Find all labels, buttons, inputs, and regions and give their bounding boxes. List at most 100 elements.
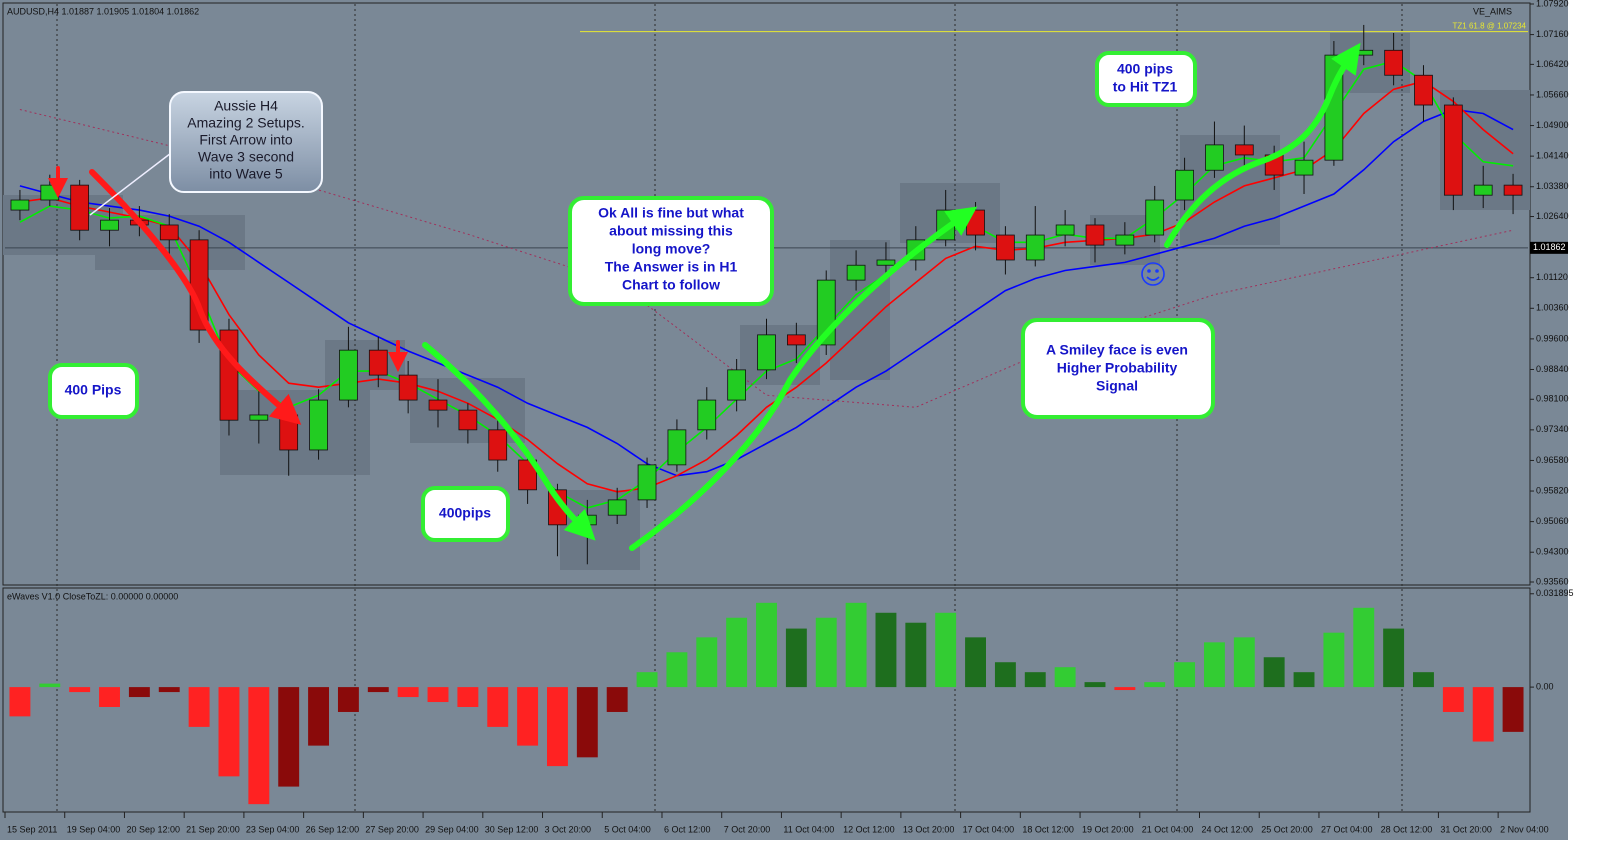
y-tick-label: 1.02640 bbox=[1536, 211, 1569, 221]
y-tick-label: 1.05660 bbox=[1536, 89, 1569, 99]
x-tick-label: 17 Oct 04:00 bbox=[963, 824, 1015, 834]
candle-body bbox=[1384, 49, 1403, 76]
x-tick-label: 19 Oct 20:00 bbox=[1082, 824, 1134, 834]
y-tick-label: 0.95060 bbox=[1536, 516, 1569, 526]
histogram-bar bbox=[994, 662, 1016, 688]
histogram-bar bbox=[726, 617, 748, 688]
candle-body bbox=[1354, 49, 1374, 56]
candle-body bbox=[1234, 144, 1254, 156]
note-line: Ok All is fine but what bbox=[598, 205, 744, 221]
histogram-bar bbox=[457, 687, 479, 707]
candle-body bbox=[876, 259, 896, 266]
note-line: Higher Probability bbox=[1057, 360, 1178, 376]
indicator-name: VE_AIMS bbox=[1473, 6, 1512, 16]
x-tick-label: 25 Oct 20:00 bbox=[1261, 824, 1313, 834]
x-tick-label: 5 Oct 04:00 bbox=[604, 824, 651, 834]
candle-body bbox=[219, 329, 239, 421]
candle-body bbox=[787, 334, 806, 346]
x-tick-label: 21 Sep 20:00 bbox=[186, 824, 240, 834]
ma-line bbox=[19, 108, 1514, 477]
x-tick-label: 3 Oct 20:00 bbox=[545, 824, 592, 834]
histogram-bar bbox=[9, 687, 31, 717]
candle-body bbox=[697, 399, 717, 431]
candle-body bbox=[1443, 104, 1463, 196]
x-tick-label: 18 Oct 12:00 bbox=[1022, 824, 1074, 834]
candle-body bbox=[996, 234, 1015, 261]
histogram-bar bbox=[666, 652, 688, 688]
candle-body bbox=[249, 414, 269, 421]
note-line: 400 Pips bbox=[65, 382, 122, 398]
candle-body bbox=[159, 224, 179, 241]
y-tick-label: 0.96580 bbox=[1536, 455, 1569, 465]
histogram-bar bbox=[1144, 682, 1166, 688]
histogram-bar bbox=[1054, 667, 1076, 688]
candle-body bbox=[667, 429, 687, 466]
histogram-bar bbox=[308, 687, 330, 746]
candle-body bbox=[1414, 74, 1433, 106]
x-tick-label: 2 Nov 04:00 bbox=[1500, 824, 1549, 834]
note-line: A Smiley face is even bbox=[1046, 342, 1188, 358]
candle-body bbox=[637, 464, 657, 501]
histogram-bar bbox=[905, 622, 927, 688]
candle-body bbox=[70, 184, 90, 231]
histogram-bar bbox=[935, 612, 957, 688]
note-line: First Arrow into bbox=[199, 132, 293, 148]
note-line: about missing this bbox=[609, 223, 733, 239]
candle-body bbox=[1473, 184, 1493, 196]
aussie-callout: Aussie H4 Amazing 2 Setups. First Arrow … bbox=[89, 91, 323, 216]
candle-body bbox=[279, 414, 299, 451]
y-tick-label: 1.03380 bbox=[1536, 181, 1569, 191]
chart-title: AUDUSD,H4 1.01887 1.01905 1.01804 1.0186… bbox=[7, 6, 199, 16]
pips-callout: 400pips bbox=[421, 486, 510, 542]
candle-body bbox=[1025, 234, 1045, 261]
candle-body bbox=[1145, 199, 1165, 236]
note-line: Signal bbox=[1096, 378, 1138, 394]
histogram-bar bbox=[636, 672, 658, 688]
smiley-callout: A Smiley face is even Higher Probability… bbox=[1021, 318, 1215, 419]
note-line: Chart to follow bbox=[622, 277, 720, 293]
histogram-bar bbox=[128, 687, 150, 698]
x-tick-label: 27 Sep 20:00 bbox=[365, 824, 419, 834]
histogram-bar bbox=[576, 687, 598, 758]
pips-callout: 400 pips to Hit TZ1 bbox=[1095, 51, 1197, 107]
histogram-bar bbox=[367, 687, 389, 693]
candle-body bbox=[339, 349, 358, 401]
candle-body bbox=[398, 374, 418, 401]
candle-body bbox=[966, 209, 985, 236]
pips-callout: 400 Pips bbox=[48, 363, 139, 419]
indicator-title: eWaves V1.0 CloseToZL: 0.00000 0.00000 bbox=[7, 591, 178, 601]
y-tick-label: 0.97340 bbox=[1536, 424, 1569, 434]
candle-body bbox=[1294, 159, 1314, 176]
x-tick-label: 13 Oct 20:00 bbox=[903, 824, 955, 834]
candle-body bbox=[1503, 184, 1523, 196]
candle-body bbox=[488, 429, 508, 461]
y-tick-label: 1.07920 bbox=[1536, 0, 1569, 8]
x-tick-label: 15 Sep 2011 bbox=[7, 824, 57, 834]
candle-body bbox=[757, 334, 776, 371]
note-line: Amazing 2 Setups. bbox=[187, 115, 305, 131]
histogram-bar bbox=[547, 687, 568, 767]
question-callout: Ok All is fine but what about missing th… bbox=[568, 196, 774, 306]
histogram-bar bbox=[1084, 682, 1106, 688]
candle-body bbox=[607, 499, 627, 516]
candle-body bbox=[100, 219, 119, 231]
histogram-bar bbox=[1114, 687, 1136, 691]
histogram-bar bbox=[1413, 672, 1434, 688]
y-tick-label: 0.031895 bbox=[1536, 588, 1574, 598]
histogram-bar bbox=[517, 687, 539, 746]
histogram-bar bbox=[337, 687, 359, 712]
x-tick-label: 29 Sep 04:00 bbox=[425, 824, 479, 834]
smiley bbox=[1141, 262, 1165, 286]
histogram-bar bbox=[278, 687, 300, 787]
histogram-bar bbox=[69, 687, 91, 693]
y-tick-label: 1.06420 bbox=[1536, 59, 1569, 69]
y-tick-label: 1.04140 bbox=[1536, 151, 1569, 161]
y-tick-label: 1.01120 bbox=[1536, 272, 1568, 282]
y-tick-label: 0.93560 bbox=[1536, 576, 1569, 586]
histogram-bar bbox=[785, 628, 807, 688]
histogram-bar bbox=[1472, 687, 1494, 742]
histogram-bar bbox=[875, 612, 897, 688]
histogram-bar bbox=[487, 687, 509, 727]
